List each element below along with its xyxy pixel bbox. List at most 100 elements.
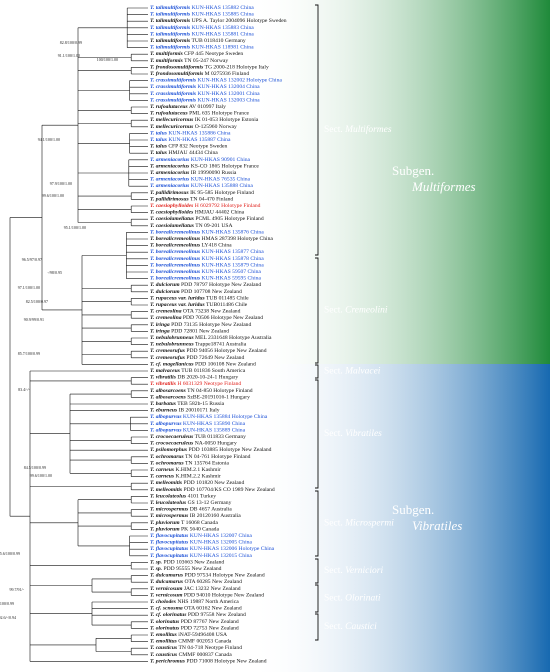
taxon: T. leucolateolus	[150, 494, 186, 500]
taxon: T. borealicremeolinus	[150, 269, 200, 275]
leaf-label: T. mellecuricornus IK 01-053 Holotype Es…	[150, 117, 259, 123]
leaf-label: T. microspermus IB 20120160 Australia	[150, 513, 241, 519]
leaf-label: T. melleomitis PDD 107704/KS CO 1989 New…	[150, 487, 275, 493]
voucher: KUN-HKAS 135876 China	[202, 230, 265, 236]
taxon: T. borealicremeolinus	[150, 236, 200, 242]
voucher: GS 13-12 Germany	[188, 500, 232, 506]
taxon: T. armeniacorius	[150, 164, 189, 170]
leaf-label: T. dulcamarus OTA 60285 New Zealand	[150, 579, 242, 585]
voucher: KUN-HKAS 135887 China	[168, 137, 231, 143]
taxon: T. borealicremeolinus	[150, 230, 200, 236]
taxon: T. cremeolina	[150, 309, 182, 315]
leaf-label: T. flavocupitatus KUN-HKAS 132005 China	[150, 540, 252, 546]
voucher: UPS A. Taylor 2004096 Holotype Sweden	[192, 18, 287, 24]
voucher: CMMF 000837 Canada	[179, 652, 233, 658]
voucher: MEL 2331648 Holotype Australia	[195, 335, 272, 341]
leaf-label: T. talimultiformis TUB 0118410 Germany	[150, 38, 246, 44]
leaf-label: T. ochromarus TN 135764 Estonia	[150, 461, 229, 467]
taxon: T. microspermus	[150, 507, 188, 513]
taxon: T. crassimultiformis	[150, 78, 196, 84]
taxon: T. armeniacorius	[150, 157, 189, 163]
leaf-label: T. armeniacorius KUN-HKAS 135888 China	[150, 183, 253, 189]
taxon: T. borealicremeolinus	[150, 256, 200, 262]
voucher: TN 04-850 Holotype Finland	[187, 388, 253, 394]
leaf-label: T. albopurvus KUN-HKAS 135889 China	[150, 428, 246, 434]
support-value: 94.1/100/1.00	[38, 137, 60, 142]
section-prefix: Sect.	[324, 622, 343, 632]
leaf-label: T. borealicremeolinus KUN-HKAS 135879 Ch…	[150, 263, 264, 269]
voucher: iNAT-59496408 USA	[178, 632, 227, 638]
voucher: TN 135764 Estonia	[185, 461, 229, 467]
voucher: KUN-HKAS 132015 China	[190, 553, 253, 559]
leaf-label: T. crassimultiformis KUN-HKAS 132002 Hol…	[150, 78, 282, 84]
voucher: PDD 72801 New Zealand	[171, 329, 229, 335]
leaf-label: T. talimultiformis KUN-HKAS 135881 China	[150, 32, 254, 38]
leaf-label: T. talimultiformis KUN-HKAS 135885 China	[150, 12, 254, 18]
leaf-label: T. cremeorufus PDD 94056 Holotype New Ze…	[150, 348, 267, 354]
taxon: T. vibratilis	[150, 381, 176, 387]
taxon: T. rufoalutaceus	[150, 104, 188, 110]
voucher: Trappe18741 Australia	[195, 342, 247, 348]
leaf-label: T. cholodes NHS 19887 North America	[150, 599, 239, 605]
section-bracket	[315, 4, 319, 256]
taxon: T. carneus	[150, 474, 174, 480]
voucher: NHS 19887 North America	[177, 599, 239, 605]
leaf-label: T. pluviorum PK 5640 Canada	[150, 527, 219, 533]
voucher: PDD 107704/KS CO 1989 New Zealand	[184, 487, 275, 493]
voucher: KUN-HKAS 135881 China	[192, 32, 255, 38]
voucher: TUB 0118410 Germany	[192, 38, 246, 44]
taxon: T. vernicosum	[150, 593, 183, 599]
voucher: OTA 60162 New Zealand	[184, 606, 242, 612]
section-prefix: Sect.	[324, 519, 343, 529]
leaf-label: T. iringa PDD 72801 New Zealand	[150, 329, 229, 335]
leaf-label: T. sp. PDD 103663 New Zealand	[150, 560, 224, 566]
voucher: PDD 94056 Holotype New Zealand	[186, 348, 266, 354]
taxon: T. crassimultiformis	[150, 84, 196, 90]
voucher: KUN-HKAS 118981 China	[192, 45, 254, 51]
leaf-label: T. armeniacorius KS-CO 1865 Holotype Fra…	[150, 164, 259, 170]
voucher: IB 20010171 Italy	[179, 408, 220, 414]
taxon: T. cf. scnosma	[150, 606, 183, 612]
voucher: H 6029792 Holotype Finland	[195, 203, 261, 209]
taxon: T. borealicremeolinus	[150, 263, 200, 269]
taxon: T. cholodes	[150, 599, 176, 605]
voucher: KUN-HKAS 132004 China	[198, 84, 261, 90]
voucher: KUN-HKAS 59507 China	[202, 269, 262, 275]
leaf-label: T. melleomitis PDD 101820 New Zealand	[150, 480, 244, 486]
taxon: T. sp.	[150, 566, 162, 572]
section-name: Olorinati	[345, 594, 381, 604]
voucher: IB 19990090 Russia	[191, 170, 237, 176]
taxon: T. albopurvus	[150, 414, 182, 420]
leaf-label: T. caesiophylloides HMJAU 44402 China	[150, 210, 245, 216]
taxon: T. talimultiformis	[150, 18, 190, 24]
taxon: T. talus	[150, 150, 167, 156]
section-name: Microspermi	[344, 519, 394, 529]
leaf-label: T. iringa PDD 73135 Holotype New Zealand	[150, 322, 251, 328]
section-prefix: Sect.	[324, 367, 343, 377]
voucher: NA-0050 Hungary	[195, 441, 237, 447]
leaf-label: T. cf. magellanicus PDD 106108 New Zeala…	[150, 362, 256, 368]
taxon: T. albopurvus	[150, 428, 182, 434]
support-value: 100/100/1.00	[97, 57, 118, 62]
section-name: Cremeolini	[345, 306, 388, 316]
taxon: T. frondosomultiformis	[150, 65, 203, 71]
support-value: 99.6/100/1.00	[30, 473, 52, 478]
voucher: KUN-HKAS 135882 China	[192, 5, 255, 11]
voucher: TN 05-247 Norway	[184, 58, 228, 64]
leaf-label: T. flavocupitatus KUN-HKAS 132015 China	[150, 553, 252, 559]
leaf-label: T. nebulobrunneus Trappe18741 Australia	[150, 342, 247, 348]
taxon: T. talimultiformis	[150, 5, 190, 11]
voucher: PDD 95555 New Zealand	[163, 566, 221, 572]
subgenus-band	[250, 0, 550, 364]
taxon: T. ochromarus	[150, 454, 184, 460]
taxon: T. dulciorum	[150, 282, 180, 288]
voucher: KUN-HKAS 135885 China	[192, 12, 255, 18]
leaf-label: T. microspermus DB 4657 Australia	[150, 507, 232, 513]
taxon: T. multiformis	[150, 58, 183, 64]
leaf-label: T. caesiolamellatus TN 09-201 USA	[150, 223, 233, 229]
taxon: T. talimultiformis	[150, 38, 190, 44]
leaf-label: T. leucolateolus GS 13-12 Germany	[150, 500, 232, 506]
voucher: KS-CO 1865 Holotype France	[191, 164, 260, 170]
taxon: T. emollitus	[150, 632, 177, 638]
taxon: T. causticus	[150, 652, 177, 658]
